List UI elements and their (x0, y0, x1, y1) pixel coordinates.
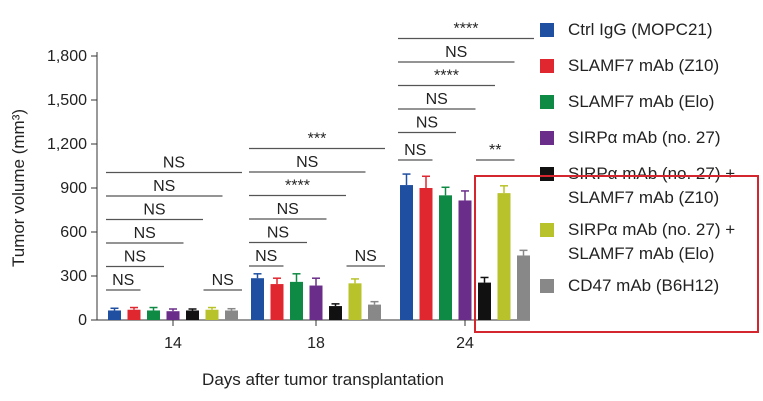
significance-label: NS (267, 225, 289, 242)
significance-label: ** (489, 142, 501, 159)
bar (497, 193, 511, 320)
significance-label: NS (143, 202, 165, 219)
x-axis-title: Days after tumor transplantation (202, 370, 444, 389)
legend-label: CD47 mAb (B6H12) (568, 276, 720, 295)
y-tick-label: 600 (60, 224, 87, 241)
significance-label: NS (445, 44, 467, 61)
legend-item: SIRPα mAb (no. 27) (540, 126, 721, 150)
legend-item: SIRPα mAb (no. 27) + SLAMF7 mAb (Z10) (540, 162, 735, 210)
legend-item: CD47 mAb (B6H12) (540, 274, 719, 298)
significance-label: *** (308, 131, 327, 148)
bar (147, 310, 160, 320)
y-tick-label: 1,800 (47, 48, 87, 65)
bar (251, 278, 264, 320)
significance-label: **** (285, 178, 310, 195)
significance-label: NS (296, 154, 318, 171)
bar (478, 282, 491, 320)
x-axis: 14 18 24 (97, 319, 530, 352)
legend-label: SIRPα mAb (no. 27) (568, 128, 721, 147)
significance-label: NS (355, 248, 377, 265)
y-tick-label: 900 (60, 180, 87, 197)
significance-label: NS (134, 225, 156, 242)
significance-layer: NSNSNSNSNSNSNSNSNSNS****NS***NSNSNSNS***… (106, 21, 534, 291)
bar (225, 310, 238, 320)
legend-label: SLAMF7 mAb (Elo) (568, 92, 715, 111)
legend-item: SIRPα mAb (no. 27) + SLAMF7 mAb (Elo) (540, 218, 735, 266)
bar (270, 284, 284, 320)
bar (517, 255, 530, 320)
y-axis: 0 300 600 900 1,200 1,500 1,800 (47, 48, 98, 329)
legend-swatch (540, 279, 554, 293)
y-tick-label: 300 (60, 268, 87, 285)
significance-label: NS (277, 201, 299, 218)
significance-label: NS (426, 91, 448, 108)
error-bars-layer (110, 173, 528, 312)
y-axis-title: Tumor volume (mm³) (9, 109, 28, 267)
significance-label: **** (454, 21, 479, 38)
legend-swatch (540, 23, 554, 37)
significance-label: NS (124, 249, 146, 266)
significance-label: NS (404, 142, 426, 159)
significance-label: NS (163, 155, 185, 172)
bar (458, 200, 472, 320)
bar (166, 311, 180, 320)
legend-item: SLAMF7 mAb (Elo) (540, 90, 714, 114)
legend-swatch (540, 131, 554, 145)
significance-label: NS (255, 248, 277, 265)
x-tick-label: 24 (456, 335, 474, 352)
legend-swatch (540, 59, 554, 73)
bars-layer (108, 185, 530, 320)
significance-label: NS (212, 272, 234, 289)
y-tick-label: 1,200 (47, 136, 87, 153)
bar (400, 185, 413, 320)
x-tick-label: 18 (307, 335, 325, 352)
significance-label: NS (112, 272, 134, 289)
legend-label: SIRPα mAb (no. 27) + SLAMF7 mAb (Elo) (568, 220, 736, 263)
bar (186, 310, 199, 320)
y-tick-label: 0 (78, 312, 87, 329)
legend-label: Ctrl IgG (MOPC21) (568, 20, 713, 39)
x-tick-label: 14 (164, 335, 182, 352)
bar (439, 195, 452, 320)
legend-item: SLAMF7 mAb (Z10) (540, 54, 719, 78)
significance-label: NS (153, 178, 175, 195)
bar (419, 188, 433, 320)
bar (329, 306, 342, 320)
bar (348, 283, 362, 320)
bar (108, 310, 121, 320)
highlight-box (474, 175, 759, 333)
legend-swatch (540, 167, 554, 181)
bar (368, 304, 381, 320)
bar (205, 309, 219, 320)
bar (290, 281, 303, 320)
bar (127, 309, 141, 320)
legend-swatch (540, 223, 554, 237)
bar (309, 285, 323, 320)
significance-label: NS (416, 115, 438, 132)
y-tick-label: 1,500 (47, 92, 87, 109)
significance-label: **** (434, 68, 459, 85)
legend-item: Ctrl IgG (MOPC21) (540, 18, 713, 42)
legend-label: SLAMF7 mAb (Z10) (568, 56, 720, 75)
legend-swatch (540, 95, 554, 109)
legend-label: SIRPα mAb (no. 27) + SLAMF7 mAb (Z10) (568, 164, 736, 207)
